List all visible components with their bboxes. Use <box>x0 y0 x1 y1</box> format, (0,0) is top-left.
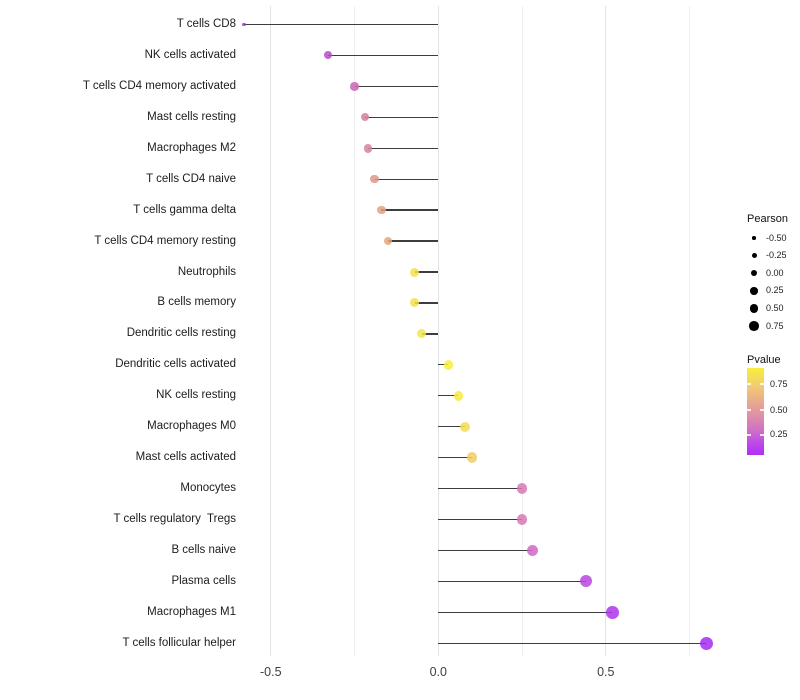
pearson-legend-dot <box>749 321 759 331</box>
y-axis-label: T cells CD4 memory resting <box>94 234 236 247</box>
lollipop-dot <box>360 113 369 122</box>
lollipop-stem <box>438 518 523 521</box>
pearson-legend-label: 0.25 <box>766 285 784 296</box>
pearson-legend-title: Pearson <box>747 213 788 225</box>
lollipop-stem <box>388 240 439 242</box>
lollipop-dot <box>417 329 427 339</box>
pearson-legend-dot <box>750 287 758 295</box>
lollipop-stem <box>438 457 472 459</box>
lollipop-stem <box>374 178 439 180</box>
pvalue-colorbar-label: 0.75 <box>770 378 788 389</box>
x-axis-tick-label: 0.0 <box>429 665 447 679</box>
lollipop-dot <box>443 360 454 370</box>
pearson-legend-label: 0.50 <box>766 302 784 313</box>
y-axis-label: T cells gamma delta <box>133 203 236 216</box>
lollipop-dot <box>323 51 332 60</box>
lollipop-stem <box>438 487 523 490</box>
lollipop-dot <box>363 144 373 153</box>
y-axis-label: NK cells activated <box>144 48 236 61</box>
lollipop-stem <box>354 85 439 88</box>
pearson-legend-label: -0.25 <box>766 250 787 261</box>
y-axis-label: B cells memory <box>157 296 236 309</box>
pearson-legend-dot <box>752 236 756 240</box>
lollipop-stem <box>438 580 586 583</box>
lollipop-dot <box>699 636 713 650</box>
y-axis-label: Neutrophils <box>177 265 236 278</box>
pearson-legend-dot <box>751 253 757 259</box>
y-axis-label: T cells follicular helper <box>122 636 236 649</box>
pvalue-colorbar-tick <box>747 434 751 436</box>
pvalue-colorbar-tick <box>760 434 764 436</box>
pvalue-colorbar <box>747 368 764 455</box>
lollipop-stem <box>438 364 449 366</box>
lollipop-stem <box>438 395 459 397</box>
gridline-minor <box>521 6 523 656</box>
lollipop-dot <box>466 452 478 463</box>
lollipop-dot <box>410 298 420 308</box>
lollipop-dot <box>453 391 464 401</box>
gridline-major <box>437 6 439 656</box>
lollipop-stem <box>414 271 439 273</box>
lollipop-dot <box>350 82 359 91</box>
lollipop-stem <box>327 54 439 57</box>
lollipop-dot <box>460 421 471 432</box>
pvalue-colorbar-tick <box>747 383 751 385</box>
gridline-major <box>605 6 607 656</box>
pvalue-legend-title: Pvalue <box>747 354 781 366</box>
lollipop-dot <box>410 267 420 277</box>
pvalue-colorbar-tick <box>747 409 751 411</box>
y-axis-label: NK cells resting <box>156 389 236 402</box>
gridline-minor <box>689 6 691 656</box>
y-axis-label: T cells regulatory Tregs <box>113 513 236 526</box>
lollipop-stem <box>421 333 439 335</box>
pearson-legend-dot <box>750 269 758 277</box>
lollipop-stem <box>438 549 533 552</box>
y-axis-label: Macrophages M2 <box>147 141 236 154</box>
y-axis-label: Plasma cells <box>171 574 236 587</box>
lollipop-dot <box>579 575 592 588</box>
lollipop-dot <box>370 174 379 184</box>
lollipop-stem <box>381 209 439 211</box>
pearson-legend-label: 0.00 <box>766 267 784 278</box>
y-axis-label: Macrophages M0 <box>147 420 236 433</box>
y-axis-label: B cells naive <box>171 543 236 556</box>
lollipop-stem <box>414 302 439 304</box>
y-axis-label: Macrophages M1 <box>147 605 236 618</box>
pvalue-colorbar-tick <box>760 409 764 411</box>
pearson-legend-dot <box>749 304 759 313</box>
y-axis-label: Mast cells activated <box>135 451 236 464</box>
pearson-legend-label: -0.50 <box>766 232 787 243</box>
lollipop-dot <box>516 483 528 494</box>
lollipop-stem <box>367 147 439 149</box>
lollipop-stem <box>438 426 466 428</box>
lollipop-dot <box>526 544 538 556</box>
pearson-legend-label: 0.75 <box>766 320 784 331</box>
y-axis-label: T cells CD8 <box>176 18 236 30</box>
gridline-major <box>270 6 272 656</box>
y-axis-label: Dendritic cells resting <box>126 327 236 340</box>
y-axis-label: Monocytes <box>180 482 236 495</box>
gridline-minor <box>354 6 356 656</box>
lollipop-stem <box>438 611 613 613</box>
lollipop-dot <box>242 22 246 27</box>
lollipop-stem <box>244 23 439 26</box>
y-axis-label: Mast cells resting <box>147 110 236 123</box>
y-axis-label: T cells CD4 naive <box>146 172 236 185</box>
y-axis-label: Dendritic cells activated <box>115 358 236 371</box>
lollipop-stem <box>364 116 439 118</box>
pvalue-colorbar-label: 0.50 <box>770 404 788 415</box>
lollipop-dot <box>516 514 528 525</box>
y-axis-label: T cells CD4 memory activated <box>82 79 236 92</box>
x-axis-tick-label: 0.5 <box>597 665 615 679</box>
pvalue-colorbar-label: 0.25 <box>770 429 788 440</box>
lollipop-dot <box>606 606 619 619</box>
lollipop-dot <box>377 205 386 215</box>
lollipop-dot <box>383 236 393 246</box>
lollipop-stem <box>438 642 707 644</box>
x-axis-tick-label: -0.5 <box>260 665 282 679</box>
pvalue-colorbar-tick <box>760 383 764 385</box>
